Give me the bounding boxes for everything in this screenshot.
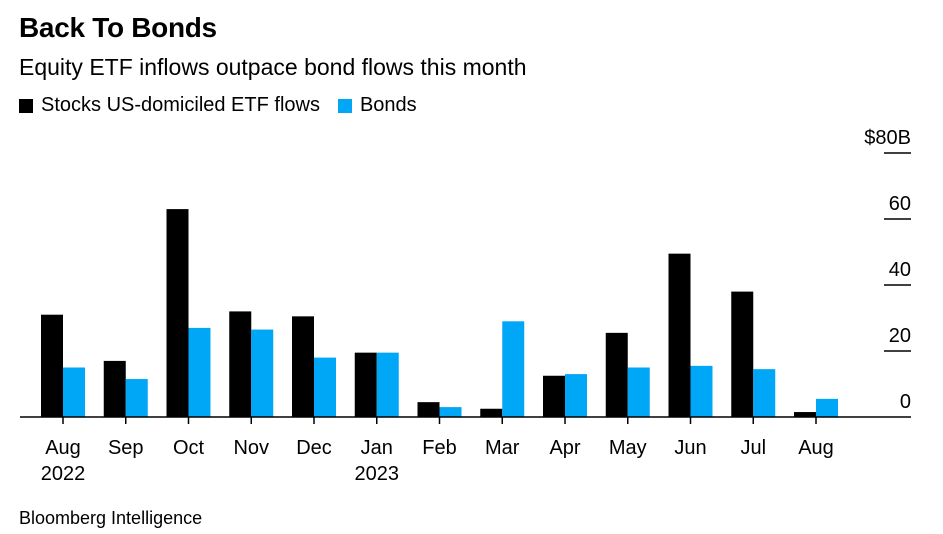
bar-bonds	[439, 407, 462, 417]
bar-bonds	[63, 367, 85, 417]
bar-stocks	[417, 402, 440, 417]
bar-bonds	[188, 327, 211, 417]
y-tick-label: 20	[889, 325, 911, 347]
chart-subtitle: Equity ETF inflows outpace bond flows th…	[19, 54, 527, 80]
bar-stocks	[354, 352, 377, 417]
legend-item-bonds: Bonds	[337, 94, 417, 117]
x-tick-label: Dec	[296, 437, 332, 459]
bar-stocks	[103, 360, 126, 417]
bar-bonds	[816, 398, 838, 417]
x-tick-label: Oct	[173, 437, 205, 459]
bar-bonds	[125, 379, 148, 417]
bar-bonds	[376, 352, 399, 417]
x-tick-label: Sep	[108, 437, 144, 459]
bar-bonds	[627, 367, 650, 417]
bar-stocks	[794, 412, 816, 417]
bar-stocks	[731, 291, 754, 417]
x-tick-label: May	[609, 437, 647, 459]
y-tick-label: 0	[900, 391, 911, 413]
bar-bonds	[314, 357, 336, 417]
bar-stocks	[668, 253, 691, 417]
bar-bonds	[502, 321, 525, 417]
legend-item-stocks: Stocks US-domiciled ETF flows	[19, 94, 320, 117]
x-tick-label: Mar	[485, 437, 520, 459]
bar-bonds	[690, 365, 713, 417]
source-note: Bloomberg Intelligence	[19, 508, 203, 528]
x-tick-label: Apr	[549, 437, 580, 459]
bar-bonds	[753, 369, 776, 417]
bar-stocks	[166, 209, 189, 417]
legend: Stocks US-domiciled ETF flows Bonds	[19, 94, 435, 117]
legend-swatch-stocks	[19, 98, 33, 113]
x-tick-label: Nov	[233, 437, 269, 459]
x-tick-label: Aug	[45, 437, 81, 459]
y-tick-label: 60	[889, 193, 911, 215]
bar-bonds	[251, 329, 274, 417]
legend-label-stocks: Stocks US-domiciled ETF flows	[41, 94, 320, 116]
bar-stocks	[292, 316, 314, 417]
bar-stocks	[229, 311, 252, 417]
legend-label-bonds: Bonds	[359, 94, 417, 116]
x-tick-label: Aug	[798, 437, 834, 459]
legend-swatch-bonds	[337, 98, 352, 113]
bar-stocks	[543, 375, 565, 417]
x-tick-label: Jul	[740, 437, 766, 459]
y-tick-label: $80B	[864, 127, 911, 149]
x-year-label: 2023	[355, 463, 400, 485]
bar-stocks	[41, 314, 63, 417]
bar-bonds	[565, 374, 587, 417]
bar-stocks	[605, 332, 628, 417]
chart-title: Back To Bonds	[19, 12, 217, 43]
y-tick-label: 40	[889, 259, 911, 281]
x-tick-label: Jun	[674, 437, 706, 459]
bar-stocks	[480, 408, 503, 417]
x-year-label: 2022	[41, 463, 86, 485]
x-tick-label: Jan	[361, 437, 393, 459]
x-tick-label: Feb	[422, 437, 456, 459]
